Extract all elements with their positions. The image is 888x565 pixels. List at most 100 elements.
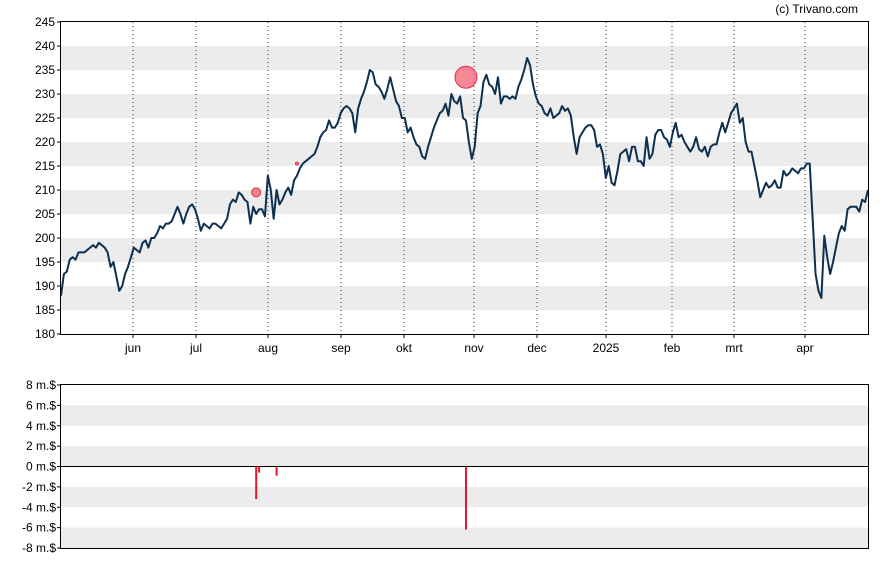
price-y-tick-label: 230: [35, 87, 55, 101]
price-point: [424, 158, 426, 160]
price-point: [762, 189, 764, 191]
price-point: [786, 175, 788, 177]
price-point: [223, 223, 225, 225]
price-point: [317, 146, 319, 148]
trade-marker: [454, 65, 478, 89]
price-y-tick-label: 190: [35, 279, 55, 293]
price-point: [451, 93, 453, 95]
price-point: [430, 136, 432, 138]
price-point: [89, 247, 91, 249]
price-point: [617, 170, 619, 172]
price-point: [823, 235, 825, 237]
flow-bar: [255, 466, 258, 500]
flow-y-tick-label: -4 m.$: [22, 500, 56, 514]
price-point: [704, 146, 706, 148]
price-point: [92, 244, 94, 246]
price-point: [812, 218, 814, 220]
price-point: [745, 141, 747, 143]
flow-bar: [275, 466, 278, 476]
price-point: [582, 132, 584, 134]
price-point: [442, 110, 444, 112]
price-point: [244, 199, 246, 201]
price-point: [529, 64, 531, 66]
price-point: [392, 88, 394, 90]
price-point: [754, 165, 756, 167]
price-point: [352, 112, 354, 114]
x-tick-label: aug: [258, 341, 278, 355]
price-point: [608, 165, 610, 167]
price-point: [576, 153, 578, 155]
price-point: [803, 168, 805, 170]
price-point: [156, 232, 158, 234]
price-point: [69, 259, 71, 261]
price-y-tick-label: 235: [35, 63, 55, 77]
price-point: [84, 252, 86, 254]
price-point: [445, 103, 447, 105]
price-point: [652, 153, 654, 155]
price-point: [200, 230, 202, 232]
price-band: [61, 94, 868, 118]
price-point: [736, 103, 738, 105]
price-point: [395, 100, 397, 102]
price-point: [727, 122, 729, 124]
flow-chart-frame: [60, 384, 869, 549]
price-point: [308, 158, 310, 160]
price-point: [226, 218, 228, 220]
trade-marker: [251, 187, 262, 198]
x-tick-label: nov: [464, 341, 483, 355]
price-point: [521, 79, 523, 81]
price-point: [555, 115, 557, 117]
price-point: [241, 194, 243, 196]
price-point: [751, 151, 753, 153]
price-point: [252, 206, 254, 208]
price-point: [544, 112, 546, 114]
price-point: [410, 127, 412, 129]
x-tick-label: jul: [189, 341, 202, 355]
price-point: [86, 249, 88, 251]
price-point: [483, 81, 485, 83]
price-point: [209, 228, 211, 230]
price-point: [346, 105, 348, 107]
price-point: [579, 136, 581, 138]
price-point: [599, 144, 601, 146]
price-point: [290, 194, 292, 196]
price-point: [622, 151, 624, 153]
price-point: [588, 124, 590, 126]
price-point: [95, 247, 97, 249]
price-point: [640, 160, 642, 162]
price-point: [541, 105, 543, 107]
price-point: [398, 105, 400, 107]
price-band: [61, 238, 868, 262]
price-point: [232, 199, 234, 201]
x-tick-label: dec: [527, 341, 546, 355]
price-point: [299, 168, 301, 170]
price-point: [532, 84, 534, 86]
price-point: [564, 110, 566, 112]
price-point: [509, 98, 511, 100]
price-point: [570, 115, 572, 117]
price-point: [386, 88, 388, 90]
flow-y-tick-label: -8 m.$: [22, 541, 56, 555]
price-point: [203, 223, 205, 225]
price-point: [488, 84, 490, 86]
price-point: [124, 273, 126, 275]
price-point: [698, 148, 700, 150]
flow-y-tick-label: 4 m.$: [26, 419, 56, 433]
price-point: [847, 208, 849, 210]
price-point: [841, 225, 843, 227]
x-axis-ticks: jun jul aug sep okt nov dec 2025 feb mrt apr: [124, 334, 814, 355]
price-point: [171, 220, 173, 222]
price-point: [404, 117, 406, 119]
x-tick-label: apr: [796, 341, 813, 355]
flow-y-axis-ticks: 8 m.$ 6 m.$ 4 m.$ 2 m.$ 0 m.$ -2 m.$ -4 m.$ -6 …: [22, 378, 61, 555]
price-point: [454, 100, 456, 102]
price-point: [381, 91, 383, 93]
price-point: [331, 127, 333, 129]
price-point: [314, 153, 316, 155]
x-tick-label: feb: [664, 341, 681, 355]
flow-y-tick-label: -6 m.$: [22, 521, 56, 535]
price-point: [273, 218, 275, 220]
price-point: [494, 93, 496, 95]
price-point: [689, 151, 691, 153]
price-point: [497, 76, 499, 78]
